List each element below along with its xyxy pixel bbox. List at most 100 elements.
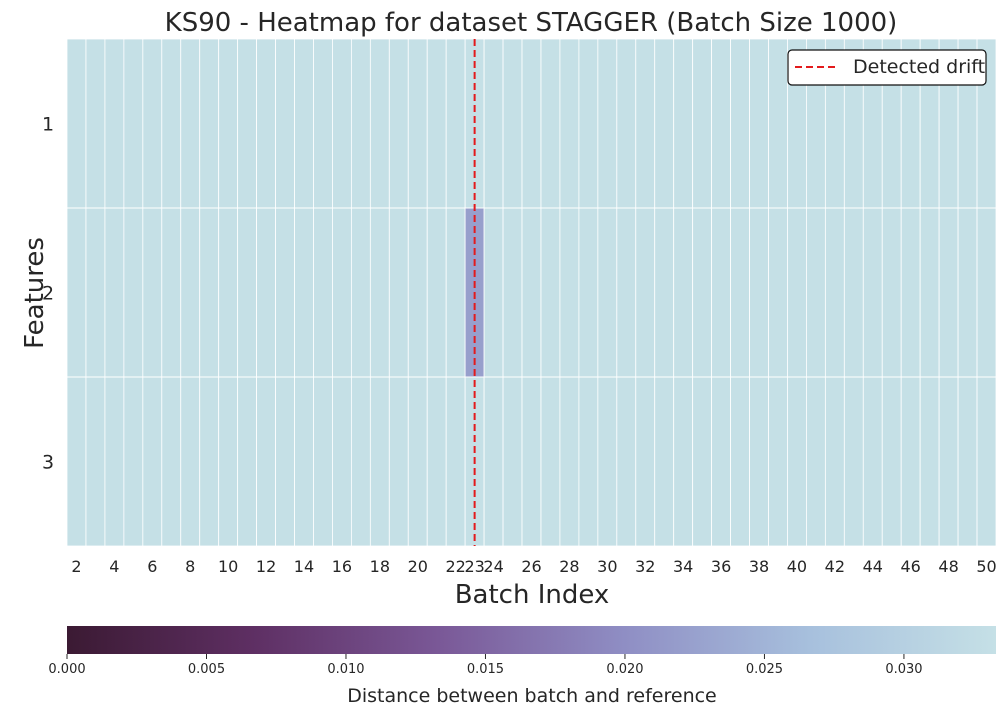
heatmap-cell [730,207,750,378]
colorbar-tick-label: 0.015 [467,662,504,677]
x-tick-label: 22 [445,557,465,576]
heatmap-cell [881,207,902,378]
heatmap-cell [123,376,144,547]
heatmap-cell [104,376,125,547]
y-tick-label: 2 [42,283,54,305]
heatmap-cell [673,207,694,378]
x-tick-label: 23 [464,557,484,576]
heatmap-cell [976,376,997,547]
x-tick-label: 44 [863,557,883,576]
heatmap-cell [881,376,902,547]
heatmap-cell [256,38,276,209]
heatmap-cell [635,207,656,378]
heatmap-cell [843,207,864,378]
heatmap-cell [938,376,959,547]
chart-title: KS90 - Heatmap for dataset STAGGER (Batc… [165,8,898,38]
heatmap-cell [502,376,523,547]
heatmap-cell [426,207,447,378]
y-tick-labels: 1 2 3 [42,114,54,474]
heatmap-cell [123,38,144,209]
colorbar-ticks: 0.000 0.005 0.010 0.015 0.020 0.025 0.030 [48,654,923,677]
x-tick-label: 4 [109,557,119,576]
heatmap-cell [616,376,637,547]
heatmap-cell [559,207,580,378]
x-tick-label: 46 [901,557,921,576]
heatmap-cell [900,207,921,378]
heatmap-cell [199,38,220,209]
heatmap-cell [787,207,807,378]
x-tick-label: 10 [218,557,238,576]
heatmap-cell [749,38,769,209]
heatmap-cell [256,376,276,547]
heatmap-cell [559,38,580,209]
x-tick-label: 16 [332,557,352,576]
heatmap-cell [161,376,182,547]
heatmap-cell [123,207,144,378]
heatmap-cell [199,376,220,547]
x-tick-label: 26 [521,557,541,576]
heatmap-cell [502,207,523,378]
heatmap-cell [521,376,542,547]
heatmap-cell [483,207,504,378]
heatmap-cell [350,38,371,209]
heatmap-cell [938,207,959,378]
heatmap-cell [654,376,675,547]
y-axis-label: Features [20,237,50,349]
colorbar-tick-label: 0.020 [606,662,643,677]
heatmap-cell [294,38,314,209]
x-tick-label: 42 [825,557,845,576]
x-tick-label: 40 [787,557,807,576]
heatmap-cell [578,376,599,547]
heatmap-cell [237,376,257,547]
heatmap-cell [862,376,883,547]
heatmap-cell [862,207,883,378]
heatmap-cell [313,207,333,378]
heatmap-cell [426,376,447,547]
heatmap-cell [787,376,807,547]
heatmap-cell [275,207,295,378]
heatmap-cell [388,207,409,378]
heatmap-cell [957,376,978,547]
heatmap-cell [66,376,87,547]
heatmap-cell [426,38,447,209]
heatmap-cell [445,38,466,209]
heatmap-cell [597,376,618,547]
heatmap-cell [332,38,352,209]
heatmap-cell [104,207,125,378]
x-tick-label: 8 [185,557,195,576]
legend: Detected drift [787,49,987,86]
y-tick-label: 3 [42,452,54,474]
colorbar-tick-label: 0.005 [188,662,225,677]
heatmap-cell [218,376,239,547]
x-tick-label: 36 [711,557,731,576]
heatmap-cell [540,38,561,209]
x-tick-label: 34 [673,557,693,576]
heatmap-cell [824,207,845,378]
heatmap-cell [407,207,428,378]
heatmap-cell [161,38,182,209]
heatmap-cell [919,207,940,378]
heatmap-cell [369,38,390,209]
heatmap-cells [66,38,997,547]
heatmap-cell [976,207,997,378]
heatmap-cell [597,207,618,378]
heatmap-cell [85,207,106,378]
heatmap-cell [711,376,731,547]
colorbar [67,626,996,654]
heatmap-cell [237,38,257,209]
heatmap-cell [768,376,788,547]
heatmap-cell [635,38,656,209]
x-tick-label: 14 [294,557,314,576]
heatmap-cell [142,38,163,209]
heatmap-cell [180,38,201,209]
heatmap-cell [445,207,466,378]
heatmap-cell [768,38,788,209]
heatmap-cell [369,207,390,378]
heatmap-cell [730,376,750,547]
y-tick-label: 1 [42,114,54,136]
heatmap-cell [692,38,713,209]
heatmap-cell [142,207,163,378]
colorbar-tick-label: 0.030 [885,662,922,677]
